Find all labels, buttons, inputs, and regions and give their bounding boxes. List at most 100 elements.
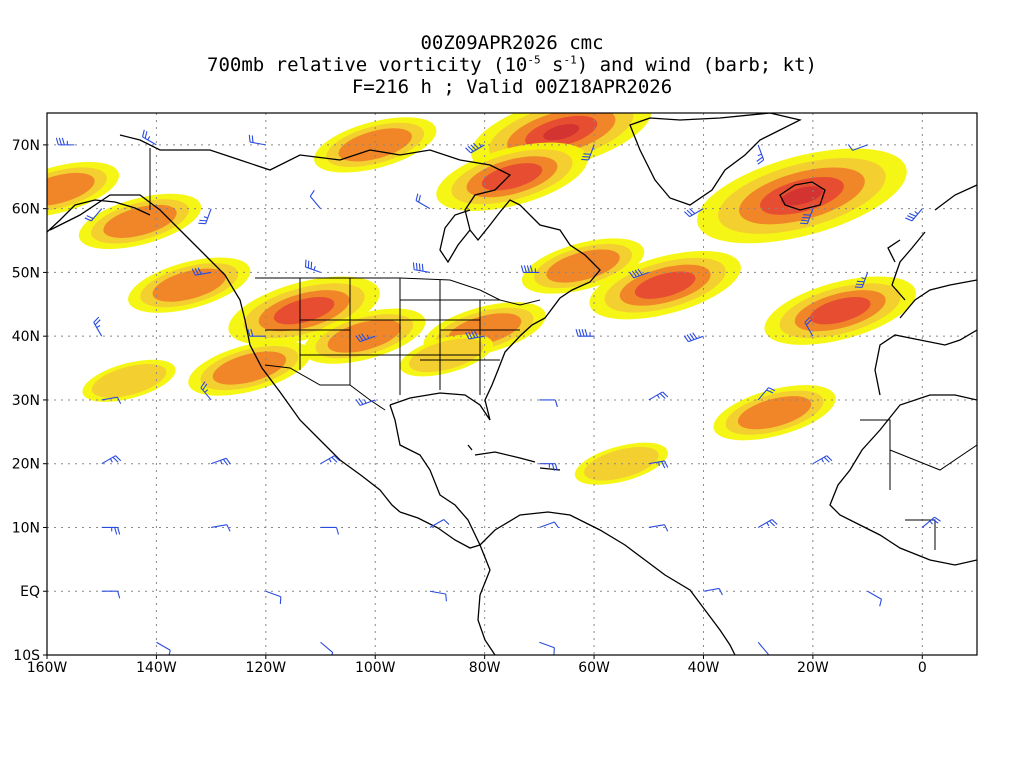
coast-arctic-canada — [119, 134, 461, 171]
wind-barb — [101, 455, 122, 465]
wind-barb — [248, 134, 266, 146]
wind-barb — [683, 332, 704, 343]
wind-barb — [800, 208, 814, 225]
x-tick-label: 160W — [27, 660, 68, 676]
wind-barb — [539, 521, 560, 529]
wind-barb — [101, 590, 121, 599]
plot-title: 00Z09APR2026 cmc 700mb relative vorticit… — [0, 32, 1024, 98]
lat-lon-gridlines — [43, 113, 977, 659]
wind-barb — [804, 316, 814, 337]
x-tick-label: 20W — [797, 660, 829, 676]
y-tick-label: 30N — [12, 393, 40, 409]
wind-barb — [520, 265, 540, 273]
coast-north-america-west — [49, 194, 401, 513]
wind-barb — [847, 144, 868, 151]
wind-barb — [539, 463, 558, 471]
wind-barb — [210, 457, 231, 466]
title-exponent-2: -1 — [563, 53, 577, 67]
vorticity-contour — [338, 128, 412, 162]
wind-barb — [648, 460, 669, 469]
x-tick-label: 120W — [246, 660, 287, 676]
x-tick-label: 140W — [136, 660, 177, 676]
wind-barb — [412, 262, 431, 273]
border-africa — [860, 419, 977, 550]
wind-barb — [84, 208, 103, 222]
x-tick-label: 40W — [688, 660, 720, 676]
x-tick-label: 0 — [918, 660, 927, 676]
wind-barb — [191, 267, 212, 276]
wind-barb — [905, 208, 923, 222]
vorticity-contour — [543, 123, 580, 141]
wind-barb — [247, 329, 266, 337]
title-field-suffix: ) and wind (barb; kt) — [576, 54, 817, 76]
wind-barb — [629, 268, 649, 279]
wind-barb — [320, 641, 334, 655]
x-tick-label: 100W — [355, 660, 396, 676]
wind-barb — [320, 526, 340, 535]
coastlines — [47, 113, 977, 655]
wind-barb — [854, 272, 869, 288]
wind-barb — [812, 455, 833, 465]
vorticity-contour — [103, 204, 177, 238]
coast-hudson-bay — [439, 209, 471, 264]
wind-barb — [757, 518, 778, 528]
wind-barb — [265, 590, 282, 605]
vorticity-contour — [91, 363, 167, 398]
y-tick-label: 20N — [12, 457, 40, 473]
title-field-prefix: 700mb relative vorticity (10 — [207, 54, 528, 76]
coast-iberia — [874, 329, 977, 396]
wind-barb — [756, 144, 765, 165]
coast-gulf — [389, 324, 533, 421]
coast-europe — [887, 184, 977, 319]
y-tick-label: 70N — [12, 138, 40, 154]
vorticity-contour — [634, 271, 696, 299]
wind-barb — [93, 316, 103, 337]
title-field-mid: s — [540, 54, 564, 76]
wind-barb — [465, 330, 485, 340]
vorticity-contour — [327, 319, 401, 353]
coast-mexico-east — [389, 404, 481, 546]
wind-barb — [309, 190, 321, 210]
y-tick-label: 50N — [12, 265, 40, 281]
coast-iceland — [779, 181, 826, 211]
coast-greenland — [629, 113, 802, 206]
us-state-lines — [265, 278, 520, 395]
wind-barb — [703, 587, 723, 596]
coast-central-america — [399, 511, 481, 549]
y-tick-label: EQ — [20, 584, 40, 600]
wind-barb — [320, 455, 341, 465]
coast-northeast — [459, 159, 601, 326]
title-run-line: 00Z09APR2026 cmc — [420, 32, 604, 54]
wind-barb — [101, 396, 122, 404]
title-valid-line: F=216 h ; Valid 00Z18APR2026 — [351, 76, 673, 98]
wind-barb — [355, 333, 376, 343]
vorticity-contour — [737, 396, 812, 430]
wind-barb — [198, 208, 212, 225]
wind-barb — [648, 391, 669, 401]
coast-south-america — [477, 511, 736, 655]
wind-barb — [581, 144, 595, 161]
wind-barb — [429, 590, 447, 602]
coast-caribbean-islands — [467, 444, 561, 471]
vorticity-contour — [546, 249, 620, 283]
border-us-mexico — [264, 364, 386, 411]
coast-africa-west — [829, 394, 977, 566]
vorticity-contour — [481, 163, 543, 191]
x-tick-label: 60W — [578, 660, 610, 676]
wind-barb — [55, 137, 75, 146]
wind-barb — [156, 641, 171, 655]
wind-barb — [757, 387, 776, 401]
wind-barb — [683, 208, 704, 218]
wind-barb — [200, 381, 212, 401]
wind-barb — [921, 516, 941, 528]
wind-barb — [429, 518, 450, 528]
latitude-labels: 70N 60N 50N 40N 30N 20N 10N EQ 10S — [12, 138, 40, 664]
vorticity-contour — [212, 351, 287, 385]
vorticity-contour — [47, 172, 95, 207]
wind-barb — [575, 329, 595, 337]
title-field-line: 700mb relative vorticity (10-5 s-1) and … — [0, 54, 1024, 76]
wind-barb — [757, 641, 769, 655]
wind-barb — [101, 526, 121, 535]
wind-barb — [465, 142, 485, 154]
